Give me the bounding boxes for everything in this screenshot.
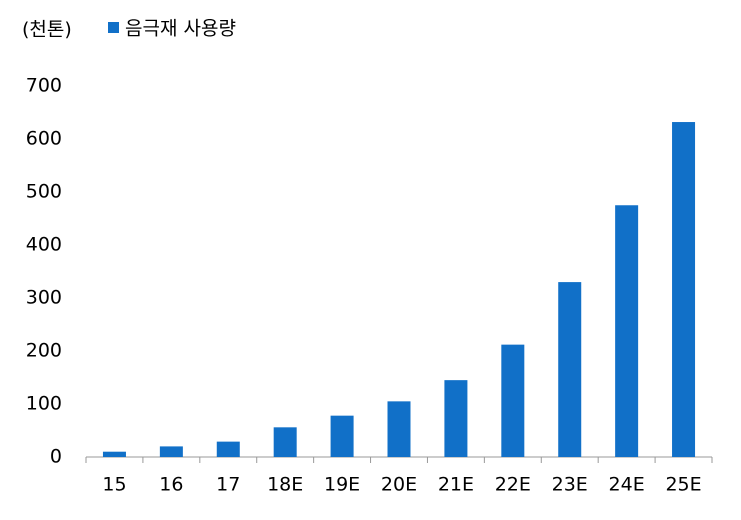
- bar: [672, 122, 696, 457]
- y-tick-label: 200: [26, 340, 62, 362]
- bar: [501, 344, 525, 457]
- x-tick-label: 16: [159, 474, 183, 496]
- bar: [273, 427, 297, 457]
- bar: [159, 446, 183, 457]
- x-tick-label: 25E: [665, 474, 701, 496]
- x-tick-label: 15: [102, 474, 126, 496]
- bar: [330, 415, 354, 457]
- bar: [558, 282, 582, 457]
- x-tick-label: 18E: [267, 474, 303, 496]
- y-tick-label: 600: [26, 128, 62, 150]
- x-tick-label: 21E: [438, 474, 474, 496]
- y-tick-label: 100: [26, 393, 62, 415]
- bar: [102, 451, 126, 457]
- x-tick-label: 17: [216, 474, 240, 496]
- bar: [387, 401, 411, 457]
- x-tick-label: 22E: [495, 474, 531, 496]
- legend-label: 음극재 사용량: [125, 18, 236, 40]
- y-tick-label: 500: [26, 181, 62, 203]
- y-tick-label: 700: [26, 75, 62, 97]
- legend-marker: [108, 22, 119, 33]
- bar: [444, 380, 468, 457]
- y-tick-label: 300: [26, 287, 62, 309]
- x-tick-label: 20E: [381, 474, 417, 496]
- y-tick-label: 400: [26, 234, 62, 256]
- y-axis-label: (천톤): [22, 19, 72, 41]
- x-tick-label: 24E: [609, 474, 645, 496]
- x-tick-label: 23E: [552, 474, 588, 496]
- x-tick-label: 19E: [324, 474, 360, 496]
- bar: [216, 441, 240, 457]
- y-tick-label: 0: [50, 446, 62, 468]
- bar: [615, 205, 639, 457]
